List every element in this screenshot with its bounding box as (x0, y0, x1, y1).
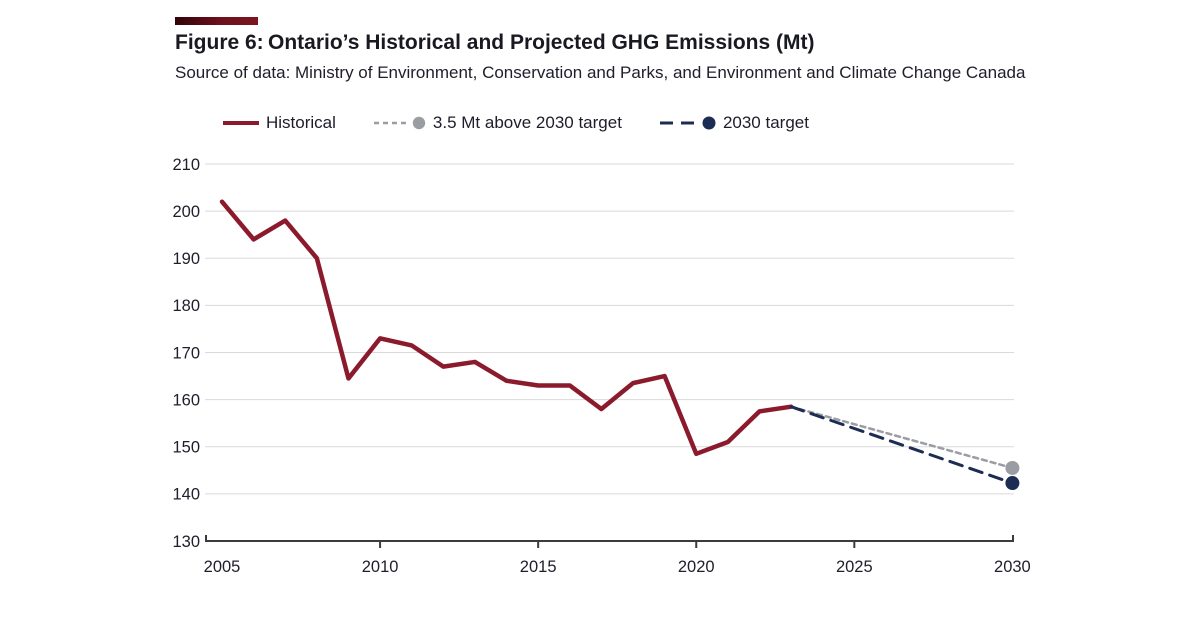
figure-title-text: Ontario’s Historical and Projected GHG E… (268, 31, 815, 54)
y-tick-label: 130 (172, 533, 200, 551)
legend-item-historical: Historical (222, 113, 336, 133)
legend-label-above-target: 3.5 Mt above 2030 target (432, 113, 622, 132)
figure-source: Source of data: Ministry of Environment,… (175, 63, 1026, 82)
figure-title: Figure 6: Ontario’s Historical and Projec… (175, 31, 815, 55)
y-tick-label: 150 (172, 439, 200, 457)
y-tick-label: 140 (172, 486, 200, 504)
y-tick-label: 180 (172, 297, 200, 315)
2030-target-line (789, 405, 1014, 485)
figure-number-label: Figure 6: (175, 31, 264, 54)
above-target-dash-swatch-icon (373, 116, 426, 130)
y-tick-label: 160 (172, 391, 200, 409)
y-tick-label: 210 (172, 156, 200, 174)
x-tick-label: 2025 (836, 558, 873, 576)
3-5-mt-above-2030-target-line (789, 405, 1014, 470)
legend-item-above-target: 3.5 Mt above 2030 target (373, 113, 622, 133)
chart-legend: Historical 3.5 Mt above 2030 target 2030… (222, 113, 809, 133)
3-5-mt-above-2030-target-endpoint-dot (1005, 460, 1020, 475)
x-tick-label: 2015 (520, 558, 557, 576)
figure-card: Figure 6: Ontario’s Historical and Projec… (112, 0, 1088, 630)
ghg-emissions-chart: 130 140 150 160 170 180 190 200 210 2005 2010 2015 2… (172, 156, 1031, 576)
y-tick-label: 170 (172, 344, 200, 362)
x-tick-label: 2010 (362, 558, 399, 576)
target-dash-swatch-icon (659, 116, 716, 130)
left-green-banner (0, 0, 112, 630)
x-tick-label: 2005 (204, 558, 241, 576)
historical-line (219, 199, 794, 457)
legend-label-target: 2030 target (722, 113, 809, 132)
2030-target-endpoint-dot (1005, 476, 1020, 491)
x-tick-label: 2030 (994, 558, 1031, 576)
y-tick-label: 200 (172, 203, 200, 221)
legend-item-target: 2030 target (659, 113, 809, 133)
legend-label-historical: Historical (266, 113, 336, 132)
right-green-banner (1088, 0, 1200, 630)
y-tick-label: 190 (172, 250, 200, 268)
figure-accent-bar (175, 17, 258, 25)
x-tick-label: 2020 (678, 558, 715, 576)
historical-line-swatch-icon (223, 121, 259, 125)
